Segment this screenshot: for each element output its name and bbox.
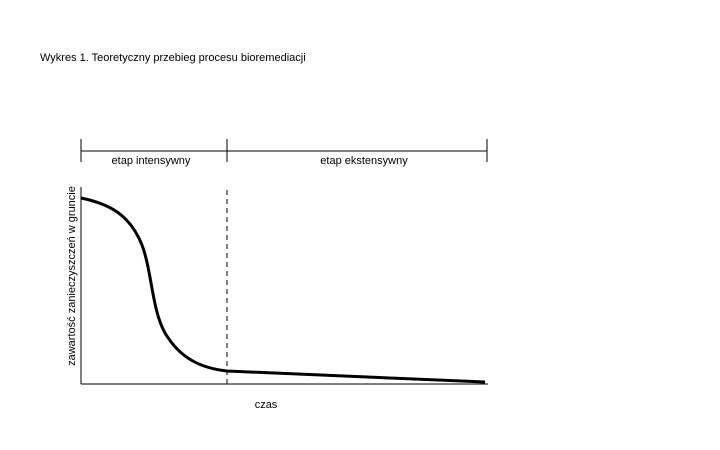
- axes: [80, 187, 488, 385]
- phase-label: etap ekstensywny: [320, 155, 408, 167]
- phase-bracket: [80, 139, 488, 162]
- curve: [80, 196, 486, 384]
- y-axis-label: zawartość zanieczyszczeń w gruncie: [66, 186, 78, 366]
- x-axis-label: czas: [255, 399, 278, 411]
- title: Wykres 1. Teoretyczny przebieg procesu b…: [40, 52, 306, 64]
- phase-label: etap intensywny: [112, 155, 191, 167]
